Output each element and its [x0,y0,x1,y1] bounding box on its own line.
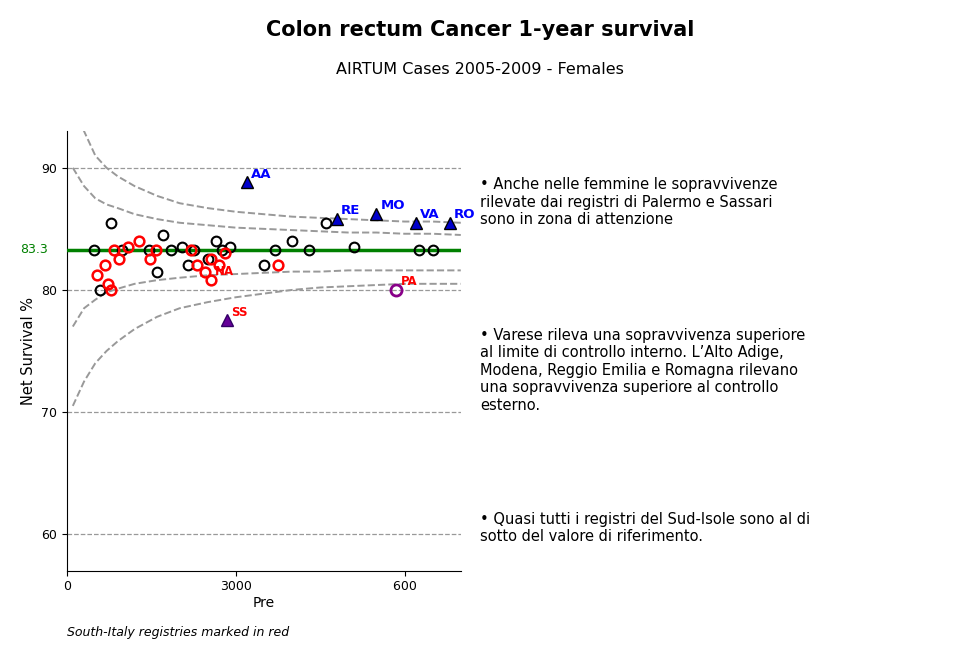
X-axis label: Pre: Pre [252,596,276,610]
Text: • Anche nelle femmine le sopravvivenze
rilevate dai registri di Palermo e Sassar: • Anche nelle femmine le sopravvivenze r… [480,177,778,227]
Text: VA: VA [420,208,440,221]
Text: AA: AA [252,168,272,180]
Text: RO: RO [453,208,475,221]
Y-axis label: Net Survival %: Net Survival % [21,297,36,405]
Text: NA: NA [215,265,234,278]
Text: 83.3: 83.3 [20,243,48,256]
Text: Colon rectum Cancer 1-year survival: Colon rectum Cancer 1-year survival [266,20,694,39]
Text: RE: RE [341,204,360,217]
Text: MO: MO [380,199,405,213]
Text: AIRTUM Cases 2005-2009 - Females: AIRTUM Cases 2005-2009 - Females [336,62,624,77]
Text: SS: SS [231,306,248,319]
Text: PA: PA [401,275,418,288]
Text: • Varese rileva una sopravvivenza superiore
al limite di controllo interno. L’Al: • Varese rileva una sopravvivenza superi… [480,328,805,413]
Text: South-Italy registries marked in red: South-Italy registries marked in red [67,626,289,640]
Text: • Quasi tutti i registri del Sud-Isole sono al di
sotto del valore di riferiment: • Quasi tutti i registri del Sud-Isole s… [480,512,810,544]
